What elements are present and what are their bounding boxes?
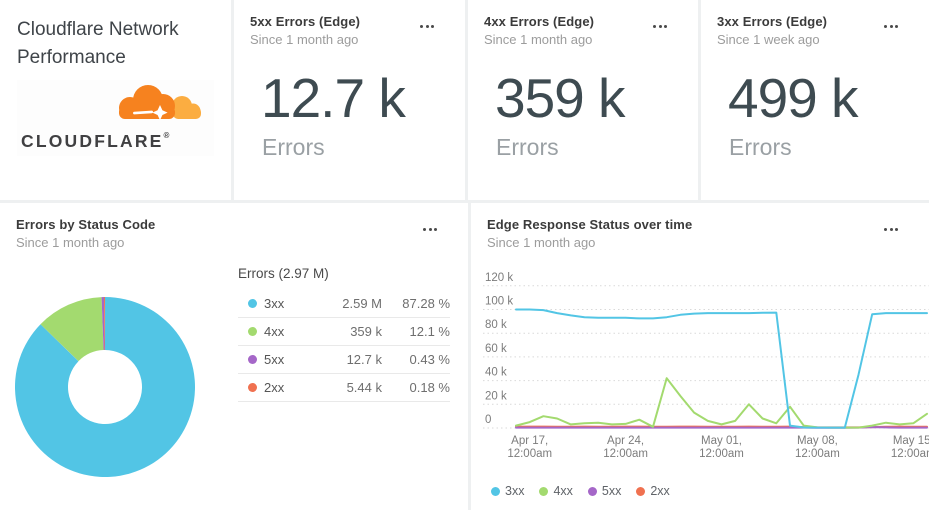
card-subtitle: Since 1 week ago [717,32,820,47]
series-color-dot [491,486,500,496]
cloudflare-logo: CLOUDFLARE® [17,80,214,156]
stat-value: 12.7 k [261,67,406,129]
svg-text:60 k: 60 k [485,343,507,355]
series-label: 2xx [650,484,670,498]
series-label: 2xx [264,380,285,395]
bottom-row: Errors by Status Code Since 1 month ago … [0,203,929,510]
svg-text:100 k: 100 k [485,296,513,308]
series-percent: 0.43 % [409,352,450,367]
stat-value: 499 k [728,67,859,129]
svg-text:20 k: 20 k [485,390,507,402]
series-label: 4xx [553,484,573,498]
donut-legend-row-4xx[interactable]: 4xx 359 k 12.1 % [238,318,450,346]
donut-chart-area [13,295,197,479]
stat-label: Errors [729,134,792,160]
svg-text:12:00am: 12:00am [795,448,840,460]
series-label: 3xx [505,484,525,498]
more-menu-icon[interactable] [650,22,670,31]
donut-chart[interactable] [13,295,197,479]
svg-text:12:00am: 12:00am [507,448,552,460]
stat-label: Errors [262,134,325,160]
legend-item-3xx[interactable]: 3xx [491,484,524,498]
series-color-dot [248,383,257,392]
card-subtitle: Since 1 month ago [16,235,125,250]
stat-label: Errors [496,134,559,160]
card-title: Edge Response Status over time [487,217,693,232]
svg-text:40 k: 40 k [485,367,507,379]
more-menu-icon[interactable] [417,22,437,31]
more-menu-icon[interactable] [881,22,901,31]
dashboard-title-card: Cloudflare Network Performance [0,0,231,200]
more-menu-icon[interactable] [881,225,901,234]
svg-text:12:00am: 12:00am [603,448,648,460]
svg-text:May 08,: May 08, [797,435,838,447]
cloud-main-part [119,85,175,119]
svg-text:120 k: 120 k [485,272,513,284]
more-menu-icon[interactable] [420,225,440,234]
series-color-dot [248,327,257,336]
legend-item-2xx[interactable]: 2xx [636,484,670,498]
stat-card-5xx: 5xx Errors (Edge) Since 1 month ago 12.7… [234,0,465,200]
sparkle [133,105,168,121]
series-color-dot [636,486,646,496]
card-title: 5xx Errors (Edge) [250,14,361,29]
series-label: 3xx [264,296,285,311]
card-title: 4xx Errors (Edge) [484,14,595,29]
cloud-light-part [172,96,201,119]
series-color-dot [587,486,597,496]
card-title: 3xx Errors (Edge) [717,14,828,29]
edge-response-status-card: Edge Response Status over time Since 1 m… [471,203,929,510]
svg-text:80 k: 80 k [485,319,507,331]
donut-legend: Errors (2.97 M) 3xx 2.59 M 87.28 % 4xx 3… [238,266,450,402]
legend-item-5xx[interactable]: 5xx [587,484,622,498]
series-percent: 87.28 % [402,296,450,311]
series-color-dot [248,299,257,308]
top-row: Cloudflare Network Performance [0,0,929,200]
stat-card-4xx: 4xx Errors (Edge) Since 1 month ago 359 … [468,0,698,200]
svg-text:12:00am: 12:00am [891,448,929,460]
card-subtitle: Since 1 month ago [250,32,359,47]
card-subtitle: Since 1 month ago [487,235,596,250]
series-label: 5xx [264,352,285,367]
errors-by-status-card: Errors by Status Code Since 1 month ago … [0,203,468,510]
legend-item-4xx[interactable]: 4xx [539,484,573,498]
cloudflare-wordmark: CLOUDFLARE® [21,131,170,151]
series-percent: 12.1 % [409,324,450,339]
stat-value: 359 k [495,67,626,129]
donut-legend-row-3xx[interactable]: 3xx 2.59 M 87.28 % [238,290,450,318]
svg-text:Apr 17,: Apr 17, [511,435,548,447]
card-subtitle: Since 1 month ago [484,32,593,47]
series-label: 5xx [601,484,622,498]
donut-legend-title: Errors (2.97 M) [238,266,329,281]
series-color-dot [248,355,257,364]
series-count: 2.59 M [342,296,382,311]
svg-text:May 01,: May 01, [701,435,742,447]
series-label: 4xx [264,324,285,339]
donut-legend-row-2xx[interactable]: 2xx 5.44 k 0.18 % [238,374,450,402]
stat-card-3xx: 3xx Errors (Edge) Since 1 week ago 499 k… [701,0,929,200]
card-title: Errors by Status Code [16,217,156,232]
series-count: 5.44 k [346,380,382,395]
svg-text:May 15,: May 15, [893,435,929,447]
donut-legend-row-5xx[interactable]: 5xx 12.7 k 0.43 % [238,346,450,374]
svg-text:12:00am: 12:00am [699,448,744,460]
svg-text:Apr 24,: Apr 24, [607,435,644,447]
series-count: 359 k [350,324,382,339]
series-count: 12.7 k [346,352,382,367]
series-color-dot [539,486,549,496]
line-chart-legend: 3xx 4xx 5xx 2xx [491,484,670,498]
svg-text:0: 0 [485,414,491,426]
cloudflare-cloud-icon [119,85,201,121]
series-percent: 0.18 % [409,380,450,395]
dashboard-title: Cloudflare Network Performance [17,19,179,68]
